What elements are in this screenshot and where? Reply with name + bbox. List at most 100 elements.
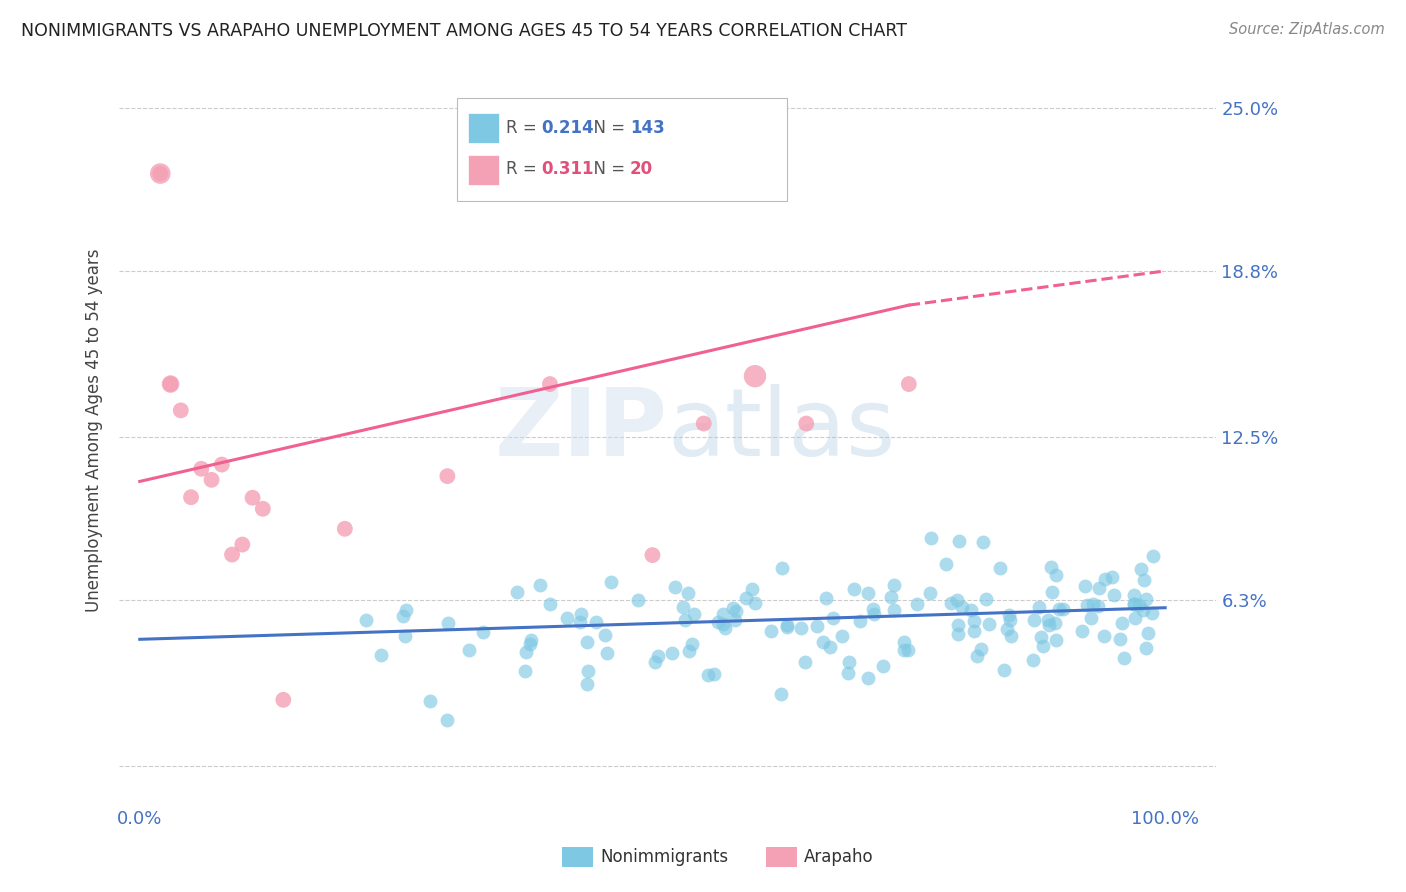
Point: [856, 671, 879, 685]
Point: [1032, 639, 1054, 653]
Point: [880, 591, 903, 605]
Point: [811, 634, 834, 648]
Point: [946, 593, 969, 607]
Text: 0.311: 0.311: [541, 161, 593, 178]
Point: [515, 645, 537, 659]
Point: [1104, 588, 1126, 602]
Point: [1071, 624, 1094, 639]
Text: atlas: atlas: [668, 384, 896, 476]
Point: [529, 578, 551, 592]
Point: [681, 637, 703, 651]
Point: [333, 522, 356, 536]
Point: [647, 648, 669, 663]
Point: [471, 624, 494, 639]
Text: 143: 143: [630, 119, 665, 136]
Point: [723, 601, 745, 615]
Point: [697, 667, 720, 681]
Point: [842, 582, 865, 596]
Point: [893, 642, 915, 657]
Point: [946, 617, 969, 632]
Point: [1087, 581, 1109, 595]
Point: [1076, 598, 1098, 612]
Text: R =: R =: [506, 119, 543, 136]
Point: [790, 622, 813, 636]
Point: [770, 687, 793, 701]
Point: [1133, 574, 1156, 588]
Point: [1132, 603, 1154, 617]
Point: [920, 531, 942, 545]
Text: Arapaho: Arapaho: [804, 848, 875, 866]
Point: [960, 603, 983, 617]
Point: [837, 665, 859, 680]
Point: [555, 611, 578, 625]
Point: [897, 643, 920, 657]
Point: [998, 613, 1021, 627]
Text: N =: N =: [583, 161, 631, 178]
Point: [1043, 615, 1066, 630]
Point: [231, 538, 253, 552]
Point: [706, 615, 728, 630]
Point: [1135, 640, 1157, 655]
Point: [1092, 629, 1115, 643]
Point: [941, 596, 963, 610]
Point: [744, 596, 766, 610]
Point: [724, 613, 747, 627]
Point: [436, 713, 458, 727]
Text: 0.214: 0.214: [541, 119, 593, 136]
Text: N =: N =: [583, 119, 631, 136]
Point: [200, 473, 222, 487]
Point: [897, 377, 920, 392]
Point: [520, 633, 543, 648]
Point: [997, 622, 1019, 636]
Point: [437, 615, 460, 630]
Point: [1128, 599, 1150, 613]
Point: [806, 619, 828, 633]
Point: [856, 585, 879, 599]
Point: [776, 620, 799, 634]
Point: [1029, 630, 1052, 644]
Point: [1045, 632, 1067, 647]
Point: [596, 646, 619, 660]
Point: [831, 629, 853, 643]
Point: [641, 548, 664, 562]
Point: [734, 591, 756, 605]
Point: [1094, 572, 1116, 586]
Point: [948, 627, 970, 641]
Point: [1136, 625, 1159, 640]
Point: [1022, 653, 1045, 667]
Point: [664, 580, 686, 594]
Point: [242, 491, 264, 505]
Point: [678, 644, 700, 658]
Point: [1080, 611, 1102, 625]
Point: [703, 667, 725, 681]
Point: [815, 591, 838, 605]
Point: [963, 624, 986, 639]
Point: [1052, 602, 1074, 616]
Point: [436, 469, 458, 483]
Point: [1047, 602, 1070, 616]
Point: [823, 611, 845, 625]
Point: [506, 585, 529, 599]
Point: [1142, 549, 1164, 563]
Point: [1000, 629, 1022, 643]
Point: [159, 377, 181, 392]
Point: [974, 592, 997, 607]
Point: [519, 637, 541, 651]
Point: [418, 693, 440, 707]
Point: [1045, 568, 1067, 582]
Text: NONIMMIGRANTS VS ARAPAHO UNEMPLOYMENT AMONG AGES 45 TO 54 YEARS CORRELATION CHAR: NONIMMIGRANTS VS ARAPAHO UNEMPLOYMENT AM…: [21, 22, 907, 40]
Point: [935, 557, 957, 571]
Point: [395, 603, 418, 617]
Point: [776, 617, 799, 632]
Point: [568, 615, 591, 630]
Point: [1122, 589, 1144, 603]
Point: [159, 377, 181, 392]
Point: [883, 578, 905, 592]
Point: [711, 607, 734, 621]
Point: [1123, 611, 1146, 625]
Text: ZIP: ZIP: [495, 384, 668, 476]
Point: [211, 458, 233, 472]
Y-axis label: Unemployment Among Ages 45 to 54 years: Unemployment Among Ages 45 to 54 years: [86, 248, 103, 612]
Point: [977, 616, 1000, 631]
Point: [457, 643, 479, 657]
